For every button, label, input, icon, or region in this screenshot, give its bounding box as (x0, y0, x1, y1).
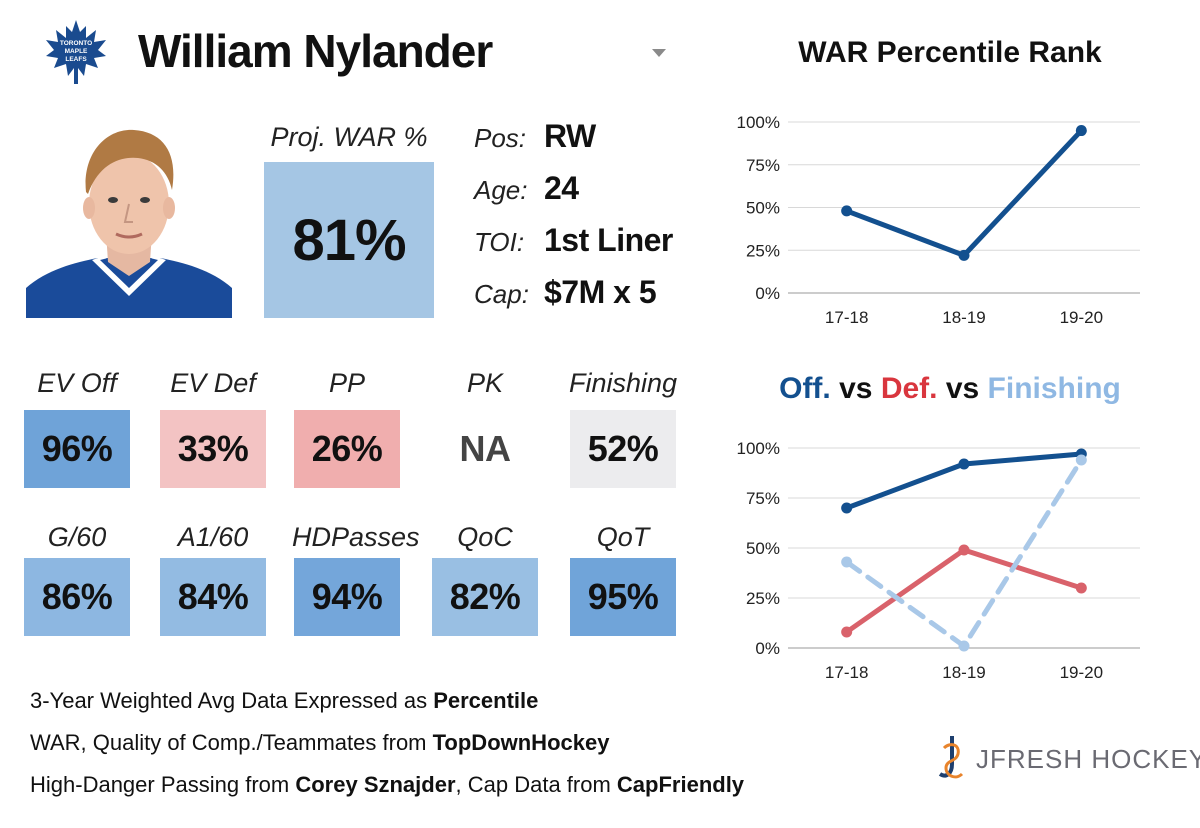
footer-line-3: High-Danger Passing from Corey Sznajder,… (30, 772, 744, 798)
info-key: Age: (474, 175, 528, 205)
team-logo: TORONTO MAPLE LEAFS (44, 18, 108, 86)
x-tick-label: 18-19 (942, 663, 985, 682)
player-name: William Nylander (138, 25, 493, 77)
y-tick-label: 50% (746, 199, 780, 218)
stat-label-qoc: QoC (457, 522, 513, 552)
maple-leaf-icon: TORONTO MAPLE LEAFS (46, 20, 106, 84)
y-tick-label: 0% (755, 639, 780, 658)
info-value: 24 (544, 170, 579, 206)
y-tick-label: 100% (737, 113, 780, 132)
logo-text-1: TORONTO (60, 40, 92, 47)
x-tick-label: 19-20 (1060, 663, 1103, 682)
footer-bold: Percentile (433, 688, 539, 713)
brand-logo: JFRESH HOCKEY (936, 734, 1200, 784)
stat-label-pp: PP (328, 368, 366, 398)
stat-box-ev-off: 96% (24, 410, 130, 488)
y-tick-label: 0% (755, 284, 780, 303)
stat-box-g60: 86% (24, 558, 130, 636)
data-point (1075, 454, 1087, 466)
y-tick-label: 75% (746, 156, 780, 175)
footer-text: WAR, Quality of Comp./Teammates from (30, 730, 433, 755)
off-def-finishing-chart: Off. vs Def. vs Finishing 0% 25% 50% 75% 100… (737, 372, 1140, 682)
info-pos: Pos: RW (474, 118, 724, 158)
info-key: Cap: (474, 279, 529, 309)
footer-text: , Cap Data from (455, 772, 617, 797)
title-part-off: Off. (779, 372, 831, 405)
stat-box-qoc: 82% (432, 558, 538, 636)
stat-box-hdpasses: 94% (294, 558, 400, 636)
stat-label-g60: G/60 (47, 522, 107, 552)
data-point (958, 458, 970, 470)
stat-label-finishing: Finishing (568, 368, 678, 398)
data-point (958, 249, 970, 261)
proj-war-value: 81% (264, 162, 434, 318)
info-value: $7M x 5 (544, 274, 657, 310)
footer-text: High-Danger Passing from (30, 772, 296, 797)
stat-label-ev-off: EV Off (37, 368, 117, 398)
info-key: Pos: (474, 123, 527, 153)
stat-box-pk: NA (432, 410, 538, 488)
logo-text-3: LEAFS (65, 56, 87, 63)
data-point (841, 626, 853, 638)
stat-box-qot: 95% (570, 558, 676, 636)
data-point (841, 205, 853, 217)
brand-text: JFRESH HOCKEY (976, 743, 1200, 774)
data-point (841, 556, 853, 568)
stat-label-pk: PK (466, 368, 504, 398)
x-tick-label: 18-19 (942, 308, 985, 327)
info-value: 1st Liner (544, 222, 673, 258)
title-part-vs-1: vs (831, 372, 881, 405)
footer-bold: Corey Sznajder (295, 772, 456, 797)
stat-label-ev-def: EV Def (170, 368, 256, 398)
stat-label-hdpasses: HDPasses (292, 522, 420, 552)
info-toi: TOI: 1st Liner (474, 222, 724, 262)
footer-line-2: WAR, Quality of Comp./Teammates from Top… (30, 730, 609, 756)
title-part-vs-2: vs (938, 372, 988, 405)
x-tick-label: 17-18 (825, 663, 868, 682)
stat-label-a160: A1/60 (177, 522, 249, 552)
footer-bold: TopDownHockey (432, 730, 610, 755)
chart-title: WAR Percentile Rank (798, 36, 1102, 69)
info-value: RW (544, 118, 596, 154)
y-tick-label: 75% (746, 489, 780, 508)
info-key: TOI: (474, 227, 525, 257)
series-line-war (844, 128, 1084, 258)
x-tick-label: 19-20 (1060, 308, 1103, 327)
chart-title: Off. vs Def. vs Finishing (779, 372, 1121, 405)
jfresh-hockey-logo-icon (938, 736, 964, 779)
x-tick-label: 17-18 (825, 308, 868, 327)
chevron-down-icon (652, 49, 666, 57)
stat-box-finishing: 52% (570, 410, 676, 488)
stat-label-qot: QoT (596, 522, 650, 552)
title-part-finishing: Finishing (988, 372, 1121, 405)
stat-box-a160: 84% (160, 558, 266, 636)
y-tick-label: 25% (746, 589, 780, 608)
data-point (841, 502, 853, 514)
y-tick-label: 100% (737, 439, 780, 458)
data-point (1075, 125, 1087, 137)
footer-bold: CapFriendly (616, 772, 745, 797)
info-age: Age: 24 (474, 170, 724, 210)
title-part-def: Def. (881, 372, 938, 405)
info-cap: Cap: $7M x 5 (474, 274, 724, 314)
y-tick-label: 50% (746, 539, 780, 558)
data-point (958, 640, 970, 652)
war-percentile-chart: WAR Percentile Rank 0% 25% 50% 75% 100% 17-18… (737, 36, 1140, 327)
footer-line-1: 3-Year Weighted Avg Data Expressed as Pe… (30, 688, 538, 714)
data-point (958, 544, 970, 556)
stat-box-ev-def: 33% (160, 410, 266, 488)
series-line-def (844, 547, 1084, 635)
proj-war-label: Proj. WAR % (270, 122, 428, 152)
footer-text: 3-Year Weighted Avg Data Expressed as (30, 688, 434, 713)
stat-box-pp: 26% (294, 410, 400, 488)
logo-text-2: MAPLE (65, 48, 88, 55)
player-select-dropdown[interactable] (650, 46, 668, 58)
y-tick-label: 25% (746, 241, 780, 260)
player-photo (26, 120, 232, 318)
data-point (1075, 582, 1087, 594)
